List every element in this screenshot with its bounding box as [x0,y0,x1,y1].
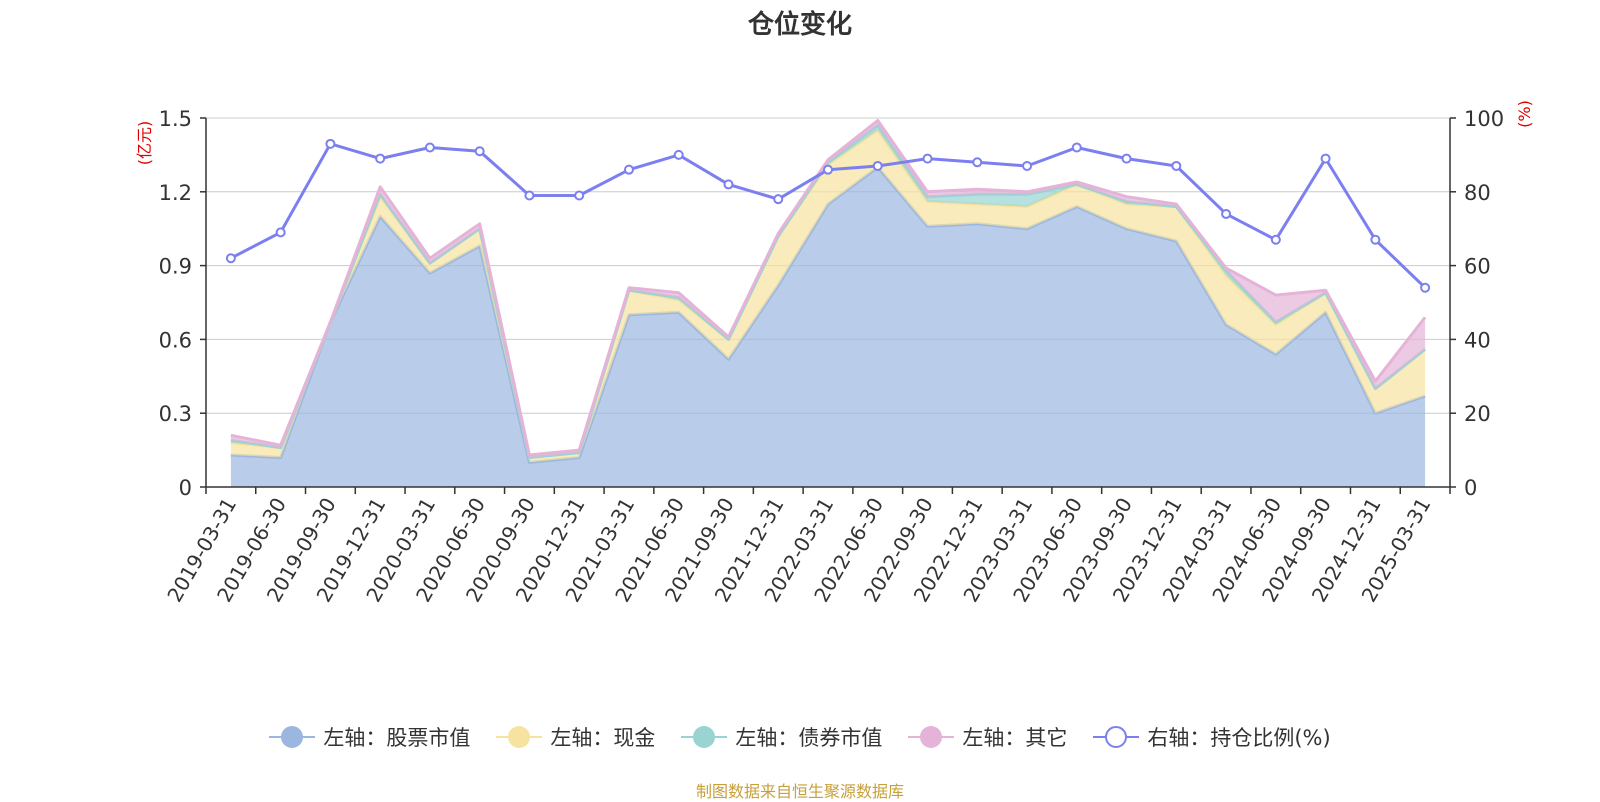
area-1 [230,130,1426,463]
legend-label-other: 左轴：其它 [962,726,1068,750]
legend-item-bond[interactable]: 左轴：债券市值 [681,722,882,752]
ratio-point [375,153,386,164]
left-tick-label: 0 [179,476,192,500]
right-tick-label: 0 [1464,476,1477,500]
legend-marker-cash-icon [496,726,543,748]
legend-marker-stock-icon [269,726,316,748]
ratio-point [474,146,485,157]
legend-item-position-ratio[interactable]: 右轴：持仓比例(%) [1093,722,1331,752]
ratio-point [773,194,784,205]
left-tick-label: 0.9 [159,255,192,279]
ratio-point [1121,153,1132,164]
legend-item-other[interactable]: 左轴：其它 [908,722,1067,752]
ratio-point [872,160,883,171]
source-note: 制图数据来自恒生聚源数据库 [695,782,904,801]
ratio-point [922,153,933,164]
ratio-point [325,138,336,149]
ratio-point [424,142,435,153]
legend-marker-other-icon [908,726,955,748]
legend-item-stock[interactable]: 左轴：股票市值 [269,722,470,752]
legend-label-stock: 左轴：股票市值 [323,726,471,750]
right-tick-label: 100 [1464,107,1504,131]
right-tick-label: 80 [1464,181,1491,205]
area-line-3 [230,119,1427,457]
ratio-point [1071,142,1082,153]
area-0 [230,167,1426,487]
ratio-point [1022,160,1033,171]
left-tick-label: 0.6 [159,328,192,352]
legend-marker-bond-icon [681,726,728,748]
ratio-point [723,179,734,190]
legend-label-cash: 左轴：现金 [550,726,656,750]
right-tick-label: 60 [1464,255,1491,279]
left-tick-label: 0.3 [159,402,192,426]
ratio-point [1171,160,1182,171]
ratio-point [1420,282,1431,293]
left-tick-label: 1.2 [159,181,192,205]
right-axis-unit-label: (%) [1515,100,1534,128]
left-tick-label: 1.5 [159,107,192,131]
ratio-point [1320,153,1331,164]
ratio-point [1370,234,1381,245]
right-tick-label: 20 [1464,402,1491,426]
ratio-point [972,157,983,168]
chart-title: 仓位变化 [747,10,852,40]
chart-legend: 左轴：股票市值 左轴：现金 左轴：债券市值 左轴：其它 右轴：持仓比例(%) [0,722,1600,752]
legend-marker-position-ratio-icon [1093,726,1140,748]
legend-label-bond: 左轴：债券市值 [735,726,883,750]
legend-item-cash[interactable]: 左轴：现金 [496,722,655,752]
ratio-point [275,227,286,238]
ratio-point [673,149,684,160]
ratio-point [524,190,535,201]
ratio-point [1221,208,1232,219]
ratio-point [574,190,585,201]
ratio-point [1270,234,1281,245]
left-axis-unit-label: (亿元) [135,121,154,166]
legend-label-position-ratio: 右轴：持仓比例(%) [1147,726,1331,750]
right-tick-label: 40 [1464,328,1491,352]
ratio-point [623,164,634,175]
ratio-point [225,253,236,264]
ratio-point [823,164,833,175]
